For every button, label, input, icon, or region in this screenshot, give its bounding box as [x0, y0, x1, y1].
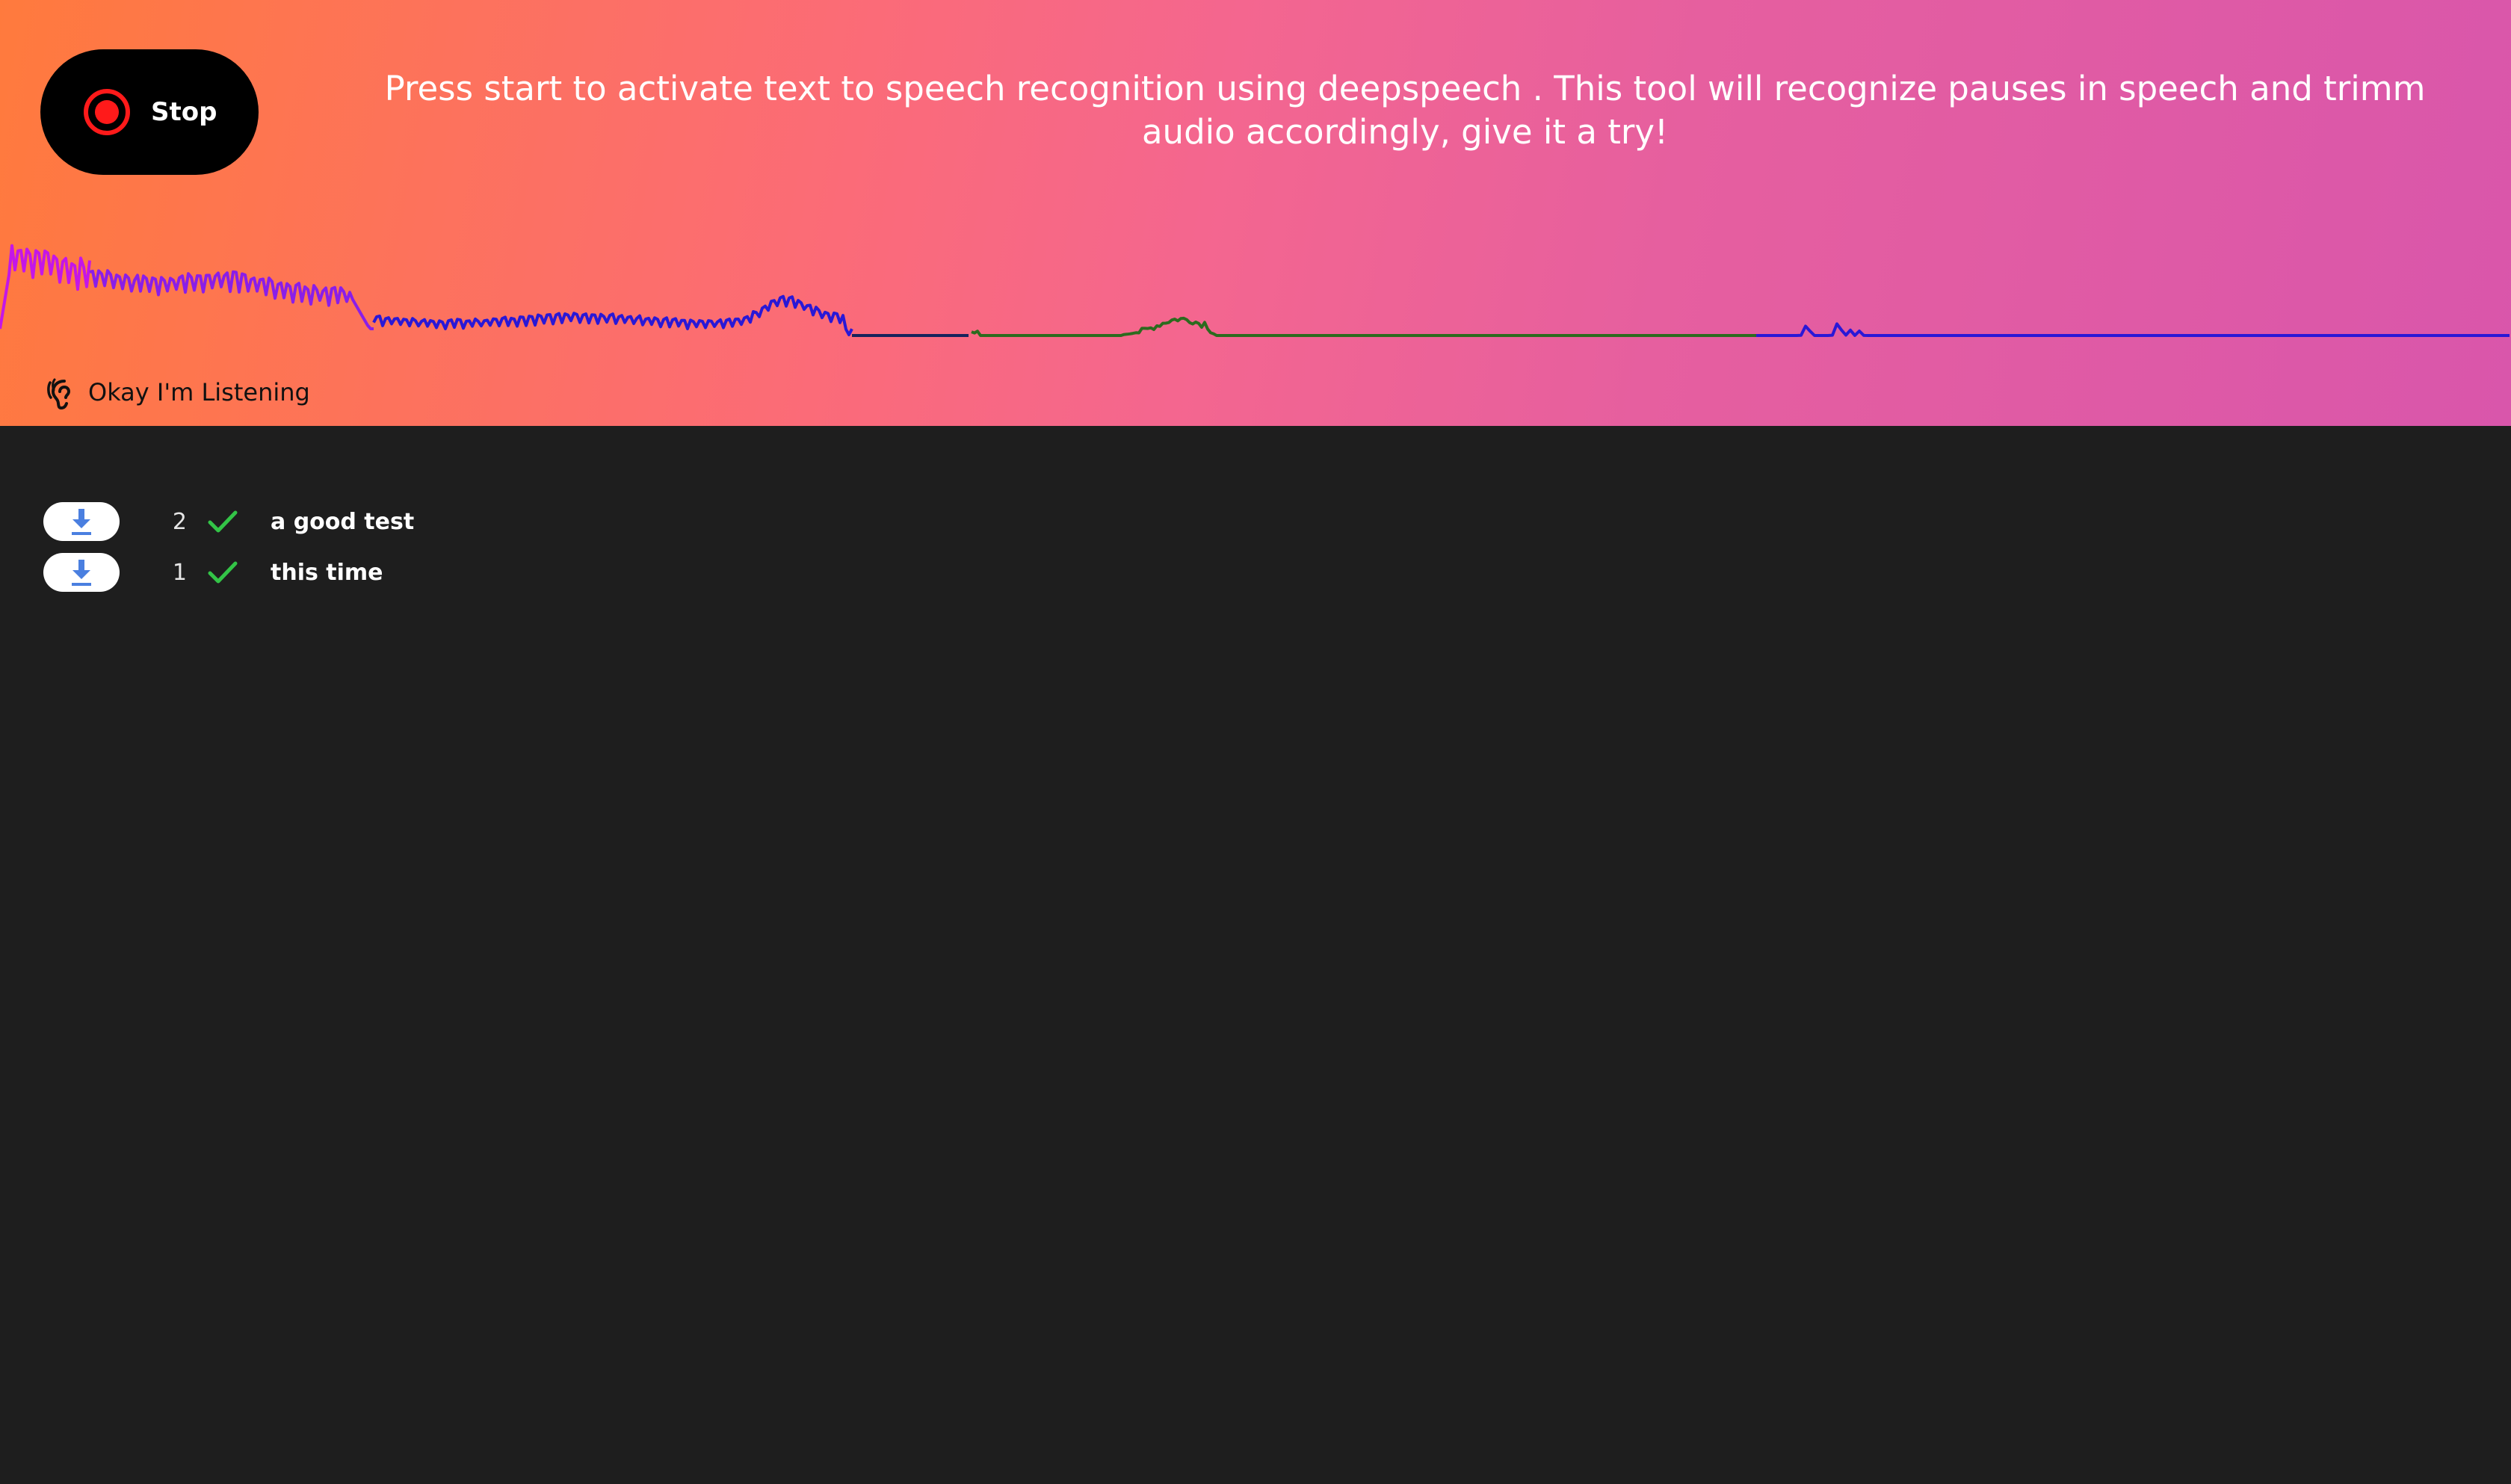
- listening-status: Okay I'm Listening: [46, 374, 310, 411]
- instructions-text: Press start to activate text to speech r…: [384, 69, 2426, 152]
- header-banner: Stop Press start to activate text to spe…: [0, 0, 2511, 426]
- audio-waveform: [0, 244, 2510, 337]
- waveform-segment-blue-tail: [1756, 322, 2510, 337]
- listening-status-text: Okay I'm Listening: [88, 378, 310, 406]
- waveform-segment-magenta: [0, 244, 91, 330]
- check-icon: [208, 561, 238, 584]
- transcript-list: 2 a good test 1 this time: [43, 502, 414, 604]
- download-button[interactable]: [43, 502, 120, 541]
- transcript-index: 1: [172, 559, 187, 586]
- waveform-segment-blue: [372, 294, 853, 336]
- record-icon: [84, 89, 130, 135]
- download-icon: [72, 560, 91, 586]
- download-button[interactable]: [43, 553, 120, 592]
- stop-button[interactable]: Stop: [40, 49, 259, 175]
- ear-listening-icon: [47, 378, 71, 410]
- waveform-segment-violet: [89, 269, 374, 330]
- transcript-row: 2 a good test: [43, 502, 414, 541]
- transcript-index: 2: [172, 508, 187, 535]
- download-icon: [72, 509, 91, 535]
- transcript-row: 1 this time: [43, 553, 414, 592]
- transcript-text: a good test: [271, 508, 415, 535]
- check-icon: [208, 510, 238, 533]
- stop-button-label: Stop: [151, 97, 217, 127]
- transcript-text: this time: [271, 559, 383, 586]
- waveform-segment-green: [971, 316, 1226, 337]
